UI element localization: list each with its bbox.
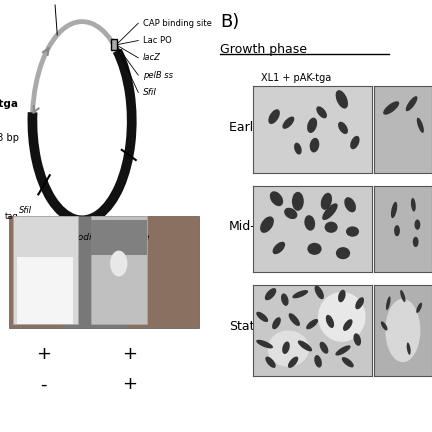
Text: SfiI: SfiI [19,206,32,215]
Bar [9,216,63,328]
Ellipse shape [394,225,400,236]
Text: lacI: lacI [47,0,64,1]
Ellipse shape [310,138,319,152]
Ellipse shape [268,109,280,124]
Ellipse shape [292,192,304,211]
Ellipse shape [411,198,416,212]
Ellipse shape [320,342,328,354]
Ellipse shape [350,136,359,149]
Text: Stationary: Stationary [229,320,294,333]
Text: SfiI: SfiI [143,88,156,97]
Ellipse shape [307,243,321,255]
Text: XL1 + pAK-tga: XL1 + pAK-tga [261,73,331,83]
Ellipse shape [324,222,338,233]
Text: 903 bp: 903 bp [0,133,19,143]
Text: -: - [40,375,47,394]
Ellipse shape [336,247,350,259]
Ellipse shape [273,242,285,254]
Ellipse shape [304,215,315,231]
Ellipse shape [110,251,127,276]
Bar [127,216,199,328]
Ellipse shape [314,286,324,299]
Ellipse shape [265,356,276,368]
Ellipse shape [415,219,420,230]
Ellipse shape [386,296,391,310]
Ellipse shape [416,303,422,313]
Ellipse shape [344,197,356,213]
Bar [91,216,147,324]
Ellipse shape [270,191,283,206]
Ellipse shape [272,317,281,329]
Ellipse shape [284,208,297,219]
Text: AK-tga: AK-tga [0,98,19,109]
Bar [9,216,199,328]
Ellipse shape [265,288,276,300]
Bar [17,257,73,324]
Text: lacZ: lacZ [143,53,160,62]
Ellipse shape [342,357,354,367]
Ellipse shape [322,203,338,220]
Bar [13,216,78,324]
Ellipse shape [353,333,361,346]
Ellipse shape [355,297,364,309]
Ellipse shape [298,340,312,351]
Ellipse shape [338,290,346,302]
Ellipse shape [343,319,353,331]
Ellipse shape [288,356,298,368]
Ellipse shape [326,315,334,328]
Text: Mid-log: Mid-log [229,220,275,233]
Ellipse shape [260,216,274,233]
Text: CAP binding site: CAP binding site [143,19,211,28]
Ellipse shape [283,117,294,129]
Ellipse shape [321,193,332,210]
Ellipse shape [306,319,318,329]
Ellipse shape [406,96,417,111]
Bar [91,220,147,255]
Text: +: + [122,345,137,363]
Ellipse shape [391,202,397,218]
Ellipse shape [281,293,289,306]
Bar [111,39,117,50]
Ellipse shape [383,101,399,115]
Ellipse shape [256,340,273,349]
Ellipse shape [381,321,388,330]
Text: tgaA coding sequence: tgaA coding sequence [49,233,149,242]
Text: +: + [36,345,51,363]
Ellipse shape [282,341,290,354]
Text: Growth phase: Growth phase [220,43,307,56]
Ellipse shape [407,343,411,355]
Text: B): B) [220,13,240,31]
Text: tag: tag [4,212,18,221]
Ellipse shape [385,299,420,362]
Ellipse shape [292,290,308,299]
Ellipse shape [307,118,317,133]
Ellipse shape [338,122,348,134]
Ellipse shape [294,143,302,155]
Ellipse shape [318,292,365,342]
Text: Lac PO: Lac PO [143,36,172,45]
Ellipse shape [256,312,268,322]
Ellipse shape [267,330,309,367]
Ellipse shape [346,226,359,237]
Text: +: + [122,375,137,394]
Ellipse shape [417,118,424,133]
Ellipse shape [336,90,348,108]
Ellipse shape [289,313,300,326]
Text: pelB ss: pelB ss [143,70,172,79]
Ellipse shape [335,345,351,356]
Text: Early log: Early log [229,121,284,134]
Ellipse shape [314,355,322,368]
Ellipse shape [316,106,327,118]
Ellipse shape [413,237,419,247]
Ellipse shape [400,290,406,302]
